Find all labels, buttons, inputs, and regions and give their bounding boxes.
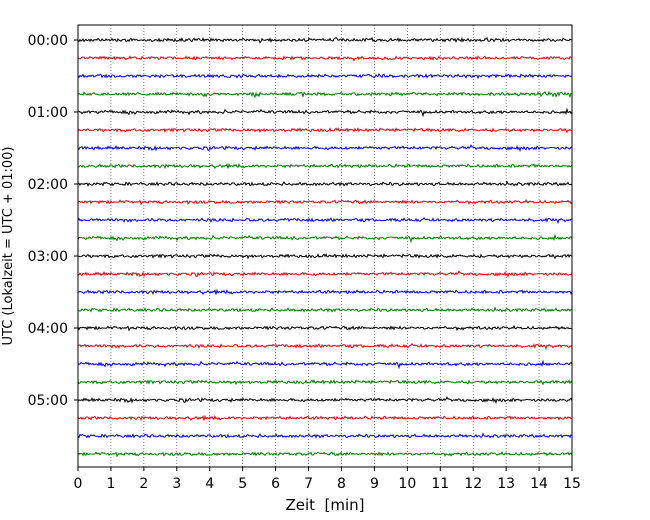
x-tick-label-11: 11 (431, 476, 449, 492)
trace-0515 (77, 414, 573, 422)
plot-frame (77, 24, 573, 468)
x-tick-label-13: 13 (497, 476, 515, 492)
trace-0445 (77, 379, 573, 386)
trace-0145 (77, 162, 573, 170)
x-tick-label-0: 0 (74, 476, 83, 492)
x-tick-label-8: 8 (337, 476, 346, 492)
trace-0345 (77, 306, 573, 313)
trace-0230 (77, 216, 573, 225)
x-tick-label-4: 4 (205, 476, 214, 492)
x-tick-label-5: 5 (238, 476, 247, 492)
trace-0030 (77, 73, 573, 80)
trace-0100 (77, 107, 573, 118)
trace-0415 (77, 342, 573, 351)
trace-0500 (77, 396, 573, 405)
trace-0115 (77, 127, 573, 134)
trace-0530 (77, 432, 573, 439)
y-tick-label-5: 05:00 (28, 393, 68, 409)
trace-lines (77, 36, 573, 458)
trace-0430 (77, 359, 573, 370)
trace-0130 (77, 144, 573, 153)
trace-0000 (77, 36, 573, 44)
x-tick-label-1: 1 (106, 476, 115, 492)
y-tick-label-1: 01:00 (28, 105, 68, 121)
trace-0545 (77, 450, 573, 458)
y-axis-ticks: 00:00 01:00 02:00 03:00 04:00 05:00 (28, 33, 78, 409)
trace-0200 (77, 180, 573, 187)
trace-0400 (77, 324, 573, 332)
x-axis-ticks: 0 1 2 3 4 5 6 7 8 9 10 11 12 13 14 15 (74, 467, 581, 492)
x-axis-label: Zeit [min] (285, 496, 364, 514)
x-tick-label-10: 10 (398, 476, 416, 492)
y-tick-label-3: 03:00 (28, 249, 68, 265)
trace-0315 (77, 270, 573, 279)
trace-0015 (77, 55, 573, 62)
y-tick-label-0: 00:00 (28, 33, 68, 49)
x-tick-label-9: 9 (370, 476, 379, 492)
x-tick-label-12: 12 (464, 476, 482, 492)
x-tick-label-15: 15 (563, 476, 581, 492)
y-axis-label: UTC (Lokalzeit = UTC + 01:00) (1, 147, 16, 346)
y-tick-label-4: 04:00 (28, 321, 68, 337)
trace-0300 (77, 253, 573, 260)
x-tick-label-14: 14 (530, 476, 548, 492)
trace-0330 (77, 288, 573, 296)
y-tick-label-2: 02:00 (28, 177, 68, 193)
x-tick-label-2: 2 (139, 476, 148, 492)
trace-0215 (77, 198, 573, 206)
x-tick-label-3: 3 (172, 476, 181, 492)
trace-0045 (77, 90, 573, 99)
x-tick-label-7: 7 (304, 476, 313, 492)
trace-0245 (77, 233, 573, 244)
x-tick-label-6: 6 (271, 476, 280, 492)
